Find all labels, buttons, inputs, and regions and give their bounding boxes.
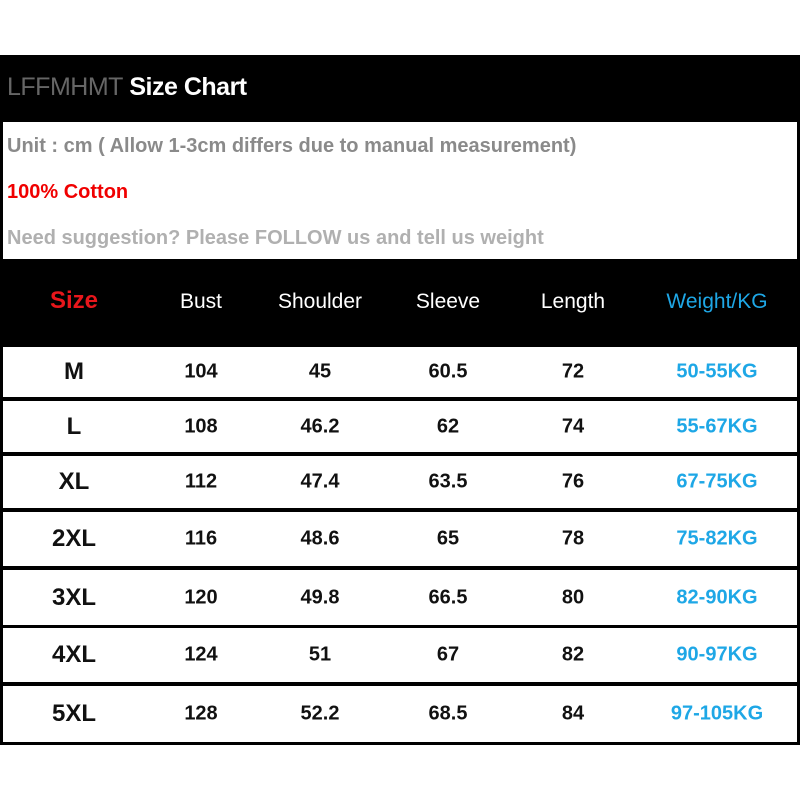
table-row: 3XL 120 49.8 66.5 80 82-90KG xyxy=(3,570,797,625)
cell-shoulder: 49.8 xyxy=(300,586,340,608)
column-header-shoulder: Shoulder xyxy=(277,290,363,313)
cell-sleeve: 68.5 xyxy=(428,702,468,725)
cell-length: 74 xyxy=(561,415,585,437)
cell-length: 84 xyxy=(561,702,585,725)
cell-length: 80 xyxy=(561,586,585,608)
cell-weight-kg: 97-105KG xyxy=(670,702,764,725)
chart-title: LFFMHMT Size Chart xyxy=(7,73,247,102)
suggestion-note: Need suggestion? Please FOLLOW us and te… xyxy=(7,227,544,249)
cell-length: 82 xyxy=(561,643,585,666)
cell-size: 2XL xyxy=(51,525,97,552)
table-row: 5XL 128 52.2 68.5 84 97-105KG xyxy=(3,686,797,742)
column-header-bust: Bust xyxy=(179,290,223,313)
cell-sleeve: 63.5 xyxy=(428,470,468,493)
table-row: XL 112 47.4 63.5 76 67-75KG xyxy=(3,456,797,508)
cell-bust: 124 xyxy=(184,643,218,666)
cell-weight-kg: 67-75KG xyxy=(676,470,758,493)
column-header-size: Size xyxy=(49,287,99,314)
cell-bust: 120 xyxy=(184,586,218,608)
unit-note: Unit : cm ( Allow 1-3cm differs due to m… xyxy=(7,135,577,157)
cell-length: 72 xyxy=(561,360,585,383)
cell-length: 78 xyxy=(561,527,585,550)
cell-length: 76 xyxy=(561,470,585,493)
brand-name: LFFMHMT xyxy=(7,73,123,101)
table-row: 4XL 124 51 67 82 90-97KG xyxy=(3,628,797,682)
column-header-sleeve: Sleeve xyxy=(415,290,481,313)
cell-sleeve: 62 xyxy=(436,415,460,437)
cell-size: XL xyxy=(58,468,90,495)
cell-bust: 116 xyxy=(184,527,218,550)
cell-shoulder: 52.2 xyxy=(300,702,340,725)
cell-weight-kg: 50-55KG xyxy=(676,360,758,383)
cell-shoulder: 47.4 xyxy=(300,470,340,493)
cell-bust: 128 xyxy=(184,702,218,725)
info-box: Unit : cm ( Allow 1-3cm differs due to m… xyxy=(3,122,797,259)
table-row: M 104 45 60.5 72 50-55KG xyxy=(3,347,797,397)
cell-shoulder: 51 xyxy=(308,643,332,666)
cell-size: 4XL xyxy=(51,641,97,668)
table-row: 2XL 116 48.6 65 78 75-82KG xyxy=(3,512,797,566)
cell-sleeve: 60.5 xyxy=(428,360,468,383)
cell-weight-kg: 55-67KG xyxy=(676,415,758,437)
cell-sleeve: 66.5 xyxy=(428,586,468,608)
cell-sleeve: 65 xyxy=(436,527,460,550)
column-header-weight-kg: Weight/KG xyxy=(666,290,768,313)
cell-size: 3XL xyxy=(51,583,97,611)
cell-shoulder: 48.6 xyxy=(300,527,340,550)
cell-shoulder: 45 xyxy=(308,360,332,383)
cell-size: 5XL xyxy=(51,700,97,727)
cell-size: L xyxy=(66,412,82,440)
title-text: Size Chart xyxy=(129,73,247,101)
cell-bust: 108 xyxy=(184,415,218,437)
material-note: 100% Cotton xyxy=(7,181,129,203)
cell-shoulder: 46.2 xyxy=(300,415,340,437)
cell-bust: 104 xyxy=(184,360,218,383)
table-row: L 108 46.2 62 74 55-67KG xyxy=(3,401,797,452)
cell-bust: 112 xyxy=(184,470,218,493)
cell-sleeve: 67 xyxy=(436,643,460,666)
cell-weight-kg: 75-82KG xyxy=(676,527,758,550)
cell-size: M xyxy=(64,358,84,385)
cell-weight-kg: 82-90KG xyxy=(676,586,758,608)
cell-weight-kg: 90-97KG xyxy=(676,643,758,666)
column-header-length: Length xyxy=(540,290,606,313)
